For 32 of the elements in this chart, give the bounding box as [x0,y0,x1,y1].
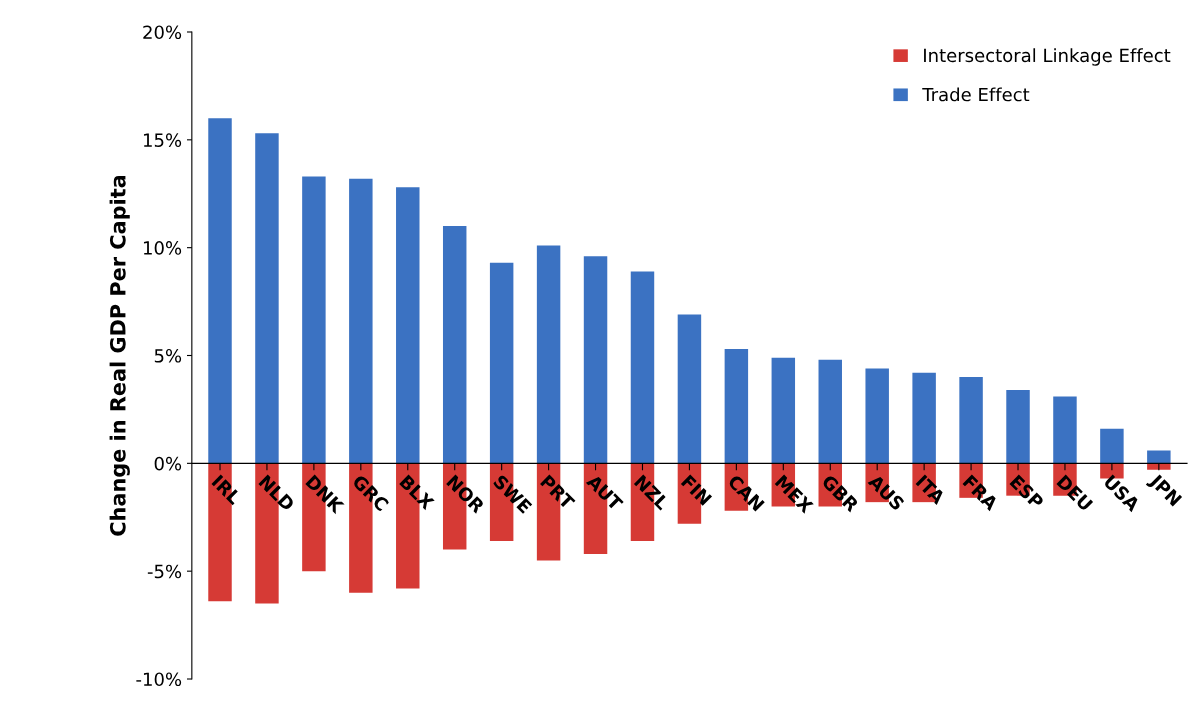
y-tick-label: -5% [147,564,182,579]
bar [583,256,608,464]
bar [1053,396,1077,464]
bar [255,133,279,464]
y-tick-label: 15% [143,133,182,147]
bar [536,245,561,464]
bar [677,314,702,464]
y-tick-label: 10% [143,241,182,255]
bar [818,359,842,464]
bar [771,357,796,464]
bar [959,377,983,464]
bar [208,118,232,464]
y-tick-label: 0% [154,456,182,471]
bar [1147,450,1171,464]
bar [1100,428,1124,464]
bar [724,349,749,464]
bar [1147,463,1171,470]
bar [912,372,936,464]
bar [865,368,889,464]
y-tick-label: 20% [143,25,182,40]
bar [630,271,655,464]
bar [396,187,420,464]
bar [349,178,373,464]
y-tick-label: -10% [136,672,182,687]
legend-label: Intersectoral Linkage Effect [924,48,1171,66]
legend-label: Trade Effect [922,87,1030,102]
bar [489,262,514,464]
y-axis-title: Change in Real GDP Per Capita [109,175,130,536]
bar [442,226,467,464]
bar [302,176,326,464]
y-tick-label: 5% [154,348,182,363]
bar [1006,390,1030,464]
